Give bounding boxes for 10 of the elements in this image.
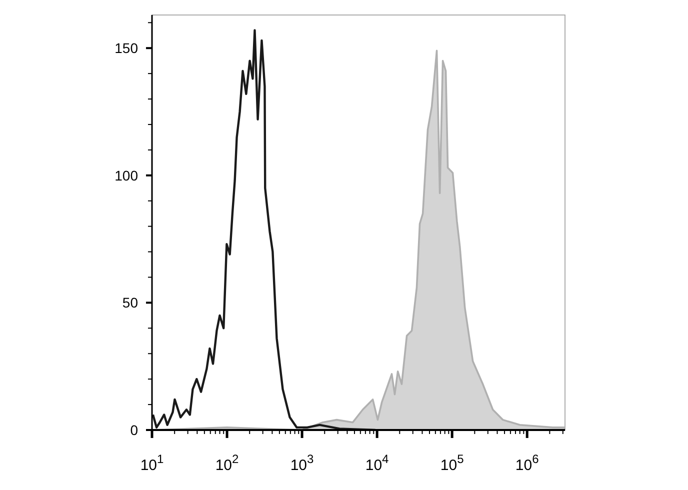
x-tick-label: 10$^{6}$ [515,452,540,474]
y-tick-label: 50 [122,294,138,311]
y-tick-label: 0 [130,422,138,438]
x-tick-label: 10$^{4}$ [365,452,390,474]
y-tick-label: 100 [114,167,138,184]
x-tick-label: 10$^{3}$ [290,452,314,474]
x-tick-label: 10$^{1}$ [140,452,164,474]
x-tick-label: 10$^{5}$ [440,452,464,474]
y-tick-label: 150 [114,40,138,56]
x-tick-label: 10$^{2}$ [215,452,240,474]
